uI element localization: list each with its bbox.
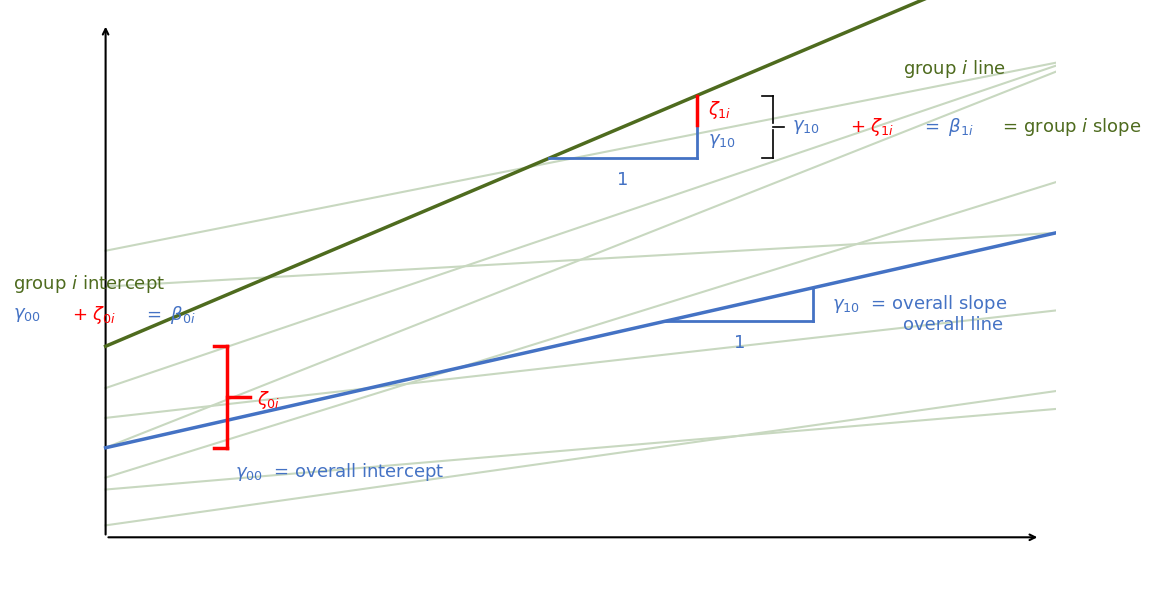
Text: $=\ \beta_{1i}$: $=\ \beta_{1i}$	[921, 116, 974, 138]
Text: group $i$ intercept: group $i$ intercept	[13, 273, 165, 294]
Text: $\gamma_{00}$: $\gamma_{00}$	[13, 306, 40, 324]
Text: group $i$ line: group $i$ line	[902, 58, 1006, 79]
Text: $\gamma_{10}$  = overall slope: $\gamma_{10}$ = overall slope	[832, 294, 1007, 315]
Text: $\zeta_{1i}$: $\zeta_{1i}$	[708, 99, 731, 121]
Text: $\gamma_{10}$: $\gamma_{10}$	[708, 133, 735, 150]
Text: overall line: overall line	[902, 316, 1003, 334]
Text: $\gamma_{10}$: $\gamma_{10}$	[792, 118, 820, 136]
Text: $+\ \zeta_{0i}$: $+\ \zeta_{0i}$	[71, 304, 116, 326]
Text: 1: 1	[617, 171, 628, 189]
Text: $+\ \zeta_{1i}$: $+\ \zeta_{1i}$	[851, 116, 894, 138]
Text: $\zeta_{0i}$: $\zeta_{0i}$	[257, 389, 280, 411]
Text: = group $i$ slope: = group $i$ slope	[991, 116, 1141, 138]
Text: 1: 1	[733, 334, 745, 352]
Text: $\gamma_{00}$  = overall intercept: $\gamma_{00}$ = overall intercept	[236, 461, 444, 483]
Text: $=\ \beta_{0i}$: $=\ \beta_{0i}$	[143, 304, 196, 326]
